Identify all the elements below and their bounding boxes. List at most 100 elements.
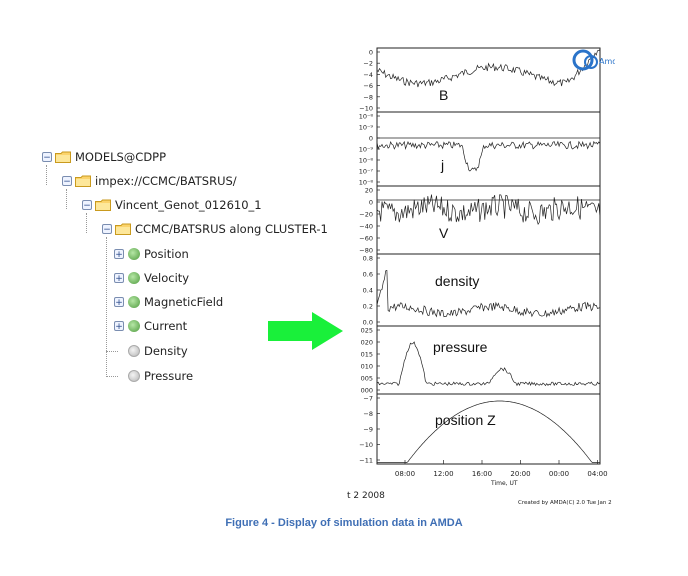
y-tick-label: 0 bbox=[369, 135, 373, 143]
tree-node-label: Vincent_Genot_012610_1 bbox=[115, 198, 262, 212]
tree-node-label: CCMC/BATSRUS along CLUSTER-1 bbox=[135, 222, 328, 236]
parameter-label: Velocity bbox=[144, 271, 190, 285]
y-tick-label: 0.4 bbox=[363, 287, 373, 295]
tree-param-position[interactable]: + Position bbox=[114, 245, 189, 263]
expand-toggle-icon[interactable]: + bbox=[114, 297, 124, 308]
y-tick-label: 025 bbox=[361, 327, 373, 335]
y-tick-label: 020 bbox=[361, 339, 373, 347]
y-tick-label: 10⁻⁸ bbox=[359, 157, 374, 165]
expand-toggle-icon[interactable]: + bbox=[114, 273, 124, 284]
y-tick-label: 0.2 bbox=[363, 303, 373, 311]
amda-logo: Amda bbox=[572, 49, 615, 71]
panel-frame bbox=[376, 253, 601, 327]
y-tick-label: 0.6 bbox=[363, 271, 373, 279]
x-tick-label: 00:00 bbox=[549, 470, 569, 478]
parameter-icon bbox=[128, 272, 140, 284]
y-tick-label: −2 bbox=[363, 60, 373, 68]
tree-param-pressure[interactable]: Pressure bbox=[118, 367, 193, 385]
y-tick-label: −80 bbox=[359, 247, 373, 255]
parameter-label: Position bbox=[144, 247, 189, 261]
panel-label: V bbox=[439, 225, 449, 241]
tree-connector bbox=[106, 237, 107, 377]
x-tick-label: 08:00 bbox=[395, 470, 415, 478]
y-tick-label: −9 bbox=[363, 426, 373, 434]
expand-toggle-icon[interactable]: + bbox=[114, 249, 124, 260]
series-trace bbox=[376, 140, 601, 172]
y-tick-label: 015 bbox=[361, 351, 373, 359]
y-tick-label: −6 bbox=[363, 82, 373, 90]
y-tick-label: −8 bbox=[363, 410, 373, 418]
folder-icon bbox=[115, 223, 131, 235]
figure-caption: Figure 4 - Display of simulation data in… bbox=[225, 517, 463, 529]
y-tick-label: −4 bbox=[363, 71, 373, 79]
y-tick-label: 005 bbox=[361, 375, 373, 383]
x-tick-label: 20:00 bbox=[510, 470, 530, 478]
y-tick-label: −40 bbox=[359, 223, 373, 231]
x-tick-label: 04:00 bbox=[587, 470, 607, 478]
y-tick-label: 10⁻⁹ bbox=[359, 146, 374, 154]
y-tick-label: −10 bbox=[359, 105, 373, 113]
x-tick-label: 16:00 bbox=[472, 470, 492, 478]
tree-connector bbox=[106, 376, 118, 377]
y-tick-label: 0 bbox=[369, 199, 373, 207]
panel-label: density bbox=[435, 273, 479, 289]
y-tick-label: −8 bbox=[363, 93, 373, 101]
y-tick-label: 10⁻⁹ bbox=[359, 124, 374, 132]
y-tick-label: −20 bbox=[359, 211, 373, 219]
tree-node-label: MODELS@CDPP bbox=[75, 150, 167, 164]
y-tick-label: 10⁻⁸ bbox=[359, 113, 374, 121]
parameter-label: Density bbox=[144, 344, 188, 358]
series-trace bbox=[376, 341, 601, 387]
series-trace bbox=[376, 270, 601, 318]
panel-frame bbox=[376, 185, 601, 255]
x-tick-label: 12:00 bbox=[433, 470, 453, 478]
tree-param-velocity[interactable]: + Velocity bbox=[114, 269, 189, 287]
y-tick-label: −10 bbox=[359, 441, 373, 449]
panel-label: pressure bbox=[433, 339, 488, 355]
stacked-time-series-plot: 0 −2 −4 −6 −8 −10 B 10⁻⁸ 10⁻⁹ 0 10⁻⁹ 10⁻⁸ 10⁻⁷ 10⁻⁸ j 2… bbox=[347, 47, 615, 506]
parameter-leaf-icon bbox=[128, 370, 140, 382]
tree-connector bbox=[106, 351, 118, 352]
folder-icon bbox=[95, 199, 111, 211]
y-tick-label: 10⁻⁸ bbox=[359, 179, 374, 187]
tree-connector bbox=[86, 213, 87, 233]
collapse-toggle-icon[interactable]: − bbox=[42, 152, 52, 163]
tree-node-batsrus-cluster[interactable]: − CCMC/BATSRUS along CLUSTER-1 bbox=[102, 220, 328, 238]
y-tick-label: −7 bbox=[363, 395, 373, 403]
collapse-toggle-icon[interactable]: − bbox=[102, 224, 112, 235]
tree-node-run[interactable]: − Vincent_Genot_012610_1 bbox=[82, 196, 262, 214]
y-tick-label: 10⁻⁷ bbox=[359, 168, 374, 176]
folder-icon bbox=[55, 151, 71, 163]
tree-node-root[interactable]: − MODELS@CDPP bbox=[42, 148, 166, 166]
y-tick-label: 0.0 bbox=[363, 319, 373, 327]
tree-param-current[interactable]: + Current bbox=[114, 317, 187, 335]
right-arrow-icon bbox=[268, 312, 343, 350]
tree-param-magneticfield[interactable]: + MagneticField bbox=[114, 293, 223, 311]
expand-toggle-icon[interactable]: + bbox=[114, 321, 124, 332]
series-trace bbox=[376, 49, 601, 88]
panel-label: j bbox=[440, 157, 444, 173]
parameter-leaf-icon bbox=[128, 345, 140, 357]
credit-text: Created by AMDA(C) 2.0 Tue Jan 2 bbox=[518, 500, 612, 506]
collapse-toggle-icon[interactable]: − bbox=[62, 176, 72, 187]
parameter-icon bbox=[128, 320, 140, 332]
parameter-icon bbox=[128, 248, 140, 260]
logo-text: Amda bbox=[599, 57, 615, 66]
x-axis-label: Time, UT bbox=[490, 480, 518, 487]
y-tick-label: −60 bbox=[359, 235, 373, 243]
y-tick-label: −11 bbox=[359, 457, 373, 465]
y-tick-label: 20 bbox=[365, 187, 373, 195]
panel-frame bbox=[376, 393, 601, 465]
parameter-label: MagneticField bbox=[144, 295, 224, 309]
folder-icon bbox=[75, 175, 91, 187]
parameter-icon bbox=[128, 296, 140, 308]
panel-label: position Z bbox=[435, 412, 496, 428]
tree-connector bbox=[46, 165, 47, 185]
parameter-label: Pressure bbox=[144, 369, 194, 383]
tree-param-density[interactable]: Density bbox=[118, 342, 188, 360]
collapse-toggle-icon[interactable]: − bbox=[82, 200, 92, 211]
panel-frame bbox=[376, 325, 601, 395]
parameter-label: Current bbox=[144, 319, 188, 333]
tree-node-impex[interactable]: − impex://CCMC/BATSRUS/ bbox=[62, 172, 237, 190]
